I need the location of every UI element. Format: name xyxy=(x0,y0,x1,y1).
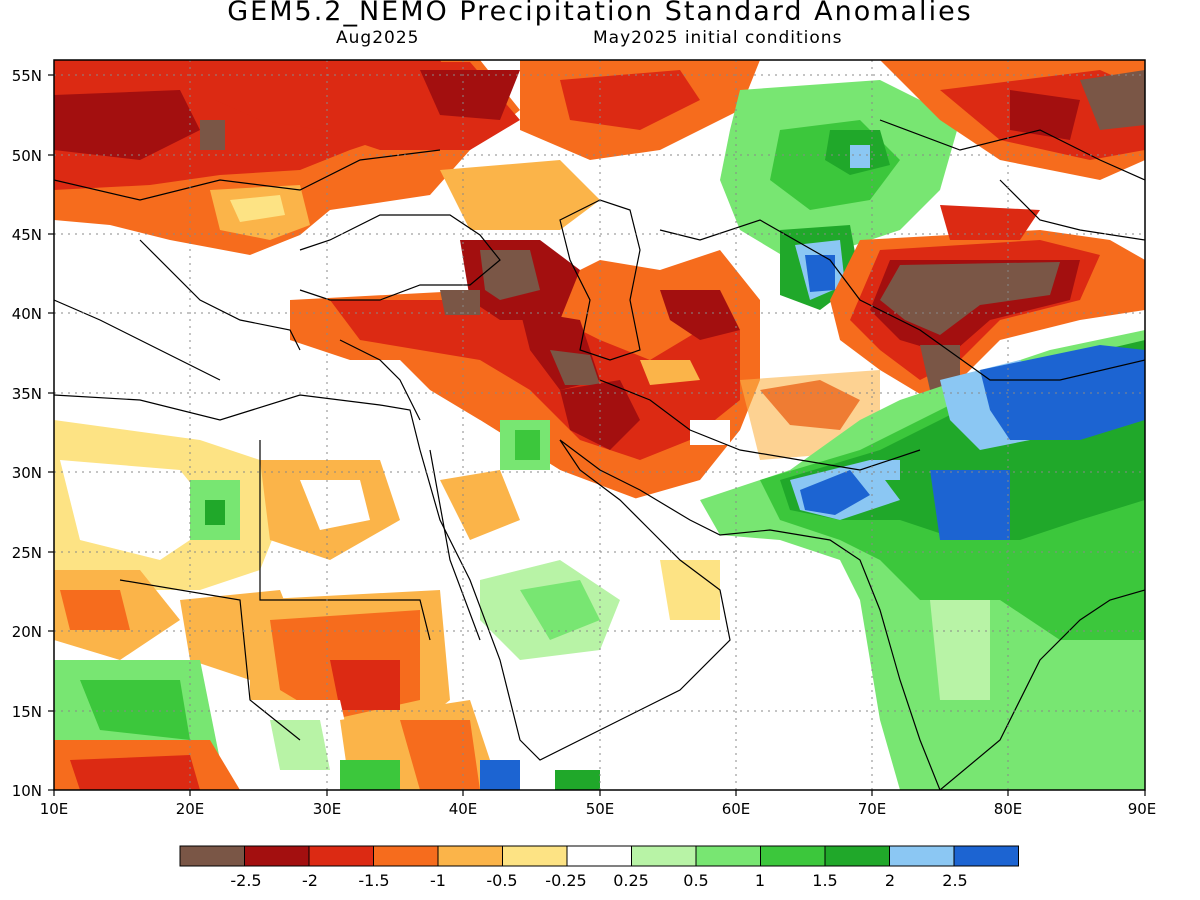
latitude-labels: 55N 50N 45N 40N 35N 30N 25N 20N 15N 10N xyxy=(12,67,42,800)
colorbar-label: -0.25 xyxy=(545,871,586,890)
colorbar-labels: -2.5 -2 -1.5 -1 -0.5 -0.25 0.25 0.5 1 1.… xyxy=(230,871,967,890)
longitude-labels: 10E 20E 30E 40E 50E 60E 70E 80E 90E xyxy=(40,800,1157,818)
lon-tick-label: 90E xyxy=(1128,800,1157,818)
valid-month-label: Aug2025 xyxy=(336,28,420,48)
lon-tick-label: 80E xyxy=(994,800,1023,818)
lat-tick-label: 45N xyxy=(12,226,42,244)
colorbar-swatch xyxy=(566,845,632,867)
lon-tick-label: 60E xyxy=(722,800,751,818)
lon-tick-label: 70E xyxy=(858,800,887,818)
lat-tick-label: 40N xyxy=(12,305,42,323)
lat-tick-label: 25N xyxy=(12,544,42,562)
colorbar-swatch xyxy=(502,845,568,867)
colorbar-swatch xyxy=(244,845,310,867)
colorbar-label: -2.5 xyxy=(230,871,261,890)
coastlines xyxy=(54,119,1145,790)
colorbar-swatch xyxy=(631,845,697,867)
lat-tick-label: 30N xyxy=(12,464,42,482)
colorbar-swatch xyxy=(889,845,955,867)
colorbar-swatch xyxy=(824,845,890,867)
colorbar-label: -0.5 xyxy=(486,871,517,890)
lon-tick-label: 40E xyxy=(449,800,478,818)
lon-tick-label: 50E xyxy=(586,800,615,818)
colorbar-label: 2.5 xyxy=(942,871,967,890)
colorbar xyxy=(179,845,1019,867)
colorbar-swatch xyxy=(179,845,245,867)
lon-tick-label: 30E xyxy=(313,800,342,818)
colorbar-swatch xyxy=(760,845,826,867)
lat-tick-label: 20N xyxy=(12,623,42,641)
lat-tick-label: 55N xyxy=(12,67,42,85)
lat-tick-label: 50N xyxy=(12,147,42,165)
colorbar-label: 0.5 xyxy=(683,871,708,890)
colorbar-swatch xyxy=(308,845,374,867)
colorbar-label: -1 xyxy=(430,871,446,890)
lat-tick-label: 10N xyxy=(12,782,42,800)
colorbar-swatch xyxy=(373,845,439,867)
lon-tick-label: 10E xyxy=(40,800,69,818)
tick-marks xyxy=(48,74,1146,796)
map-title: GEM5.2_NEMO Precipitation Standard Anoma… xyxy=(227,0,973,27)
colorbar-label: 0.25 xyxy=(613,871,649,890)
lon-tick-label: 20E xyxy=(176,800,205,818)
colorbar-swatch xyxy=(953,845,1019,867)
colorbar-label: -2 xyxy=(302,871,318,890)
colorbar-swatch xyxy=(437,845,503,867)
graticule xyxy=(54,60,1145,790)
colorbar-label: 1 xyxy=(755,871,765,890)
colorbar-label: 1.5 xyxy=(812,871,837,890)
colorbar-swatch xyxy=(695,845,761,867)
colorbar-label: 2 xyxy=(885,871,895,890)
lat-tick-label: 15N xyxy=(12,703,42,721)
initial-conditions-label: May2025 initial conditions xyxy=(593,28,843,48)
colorbar-label: -1.5 xyxy=(358,871,389,890)
lat-tick-label: 35N xyxy=(12,385,42,403)
